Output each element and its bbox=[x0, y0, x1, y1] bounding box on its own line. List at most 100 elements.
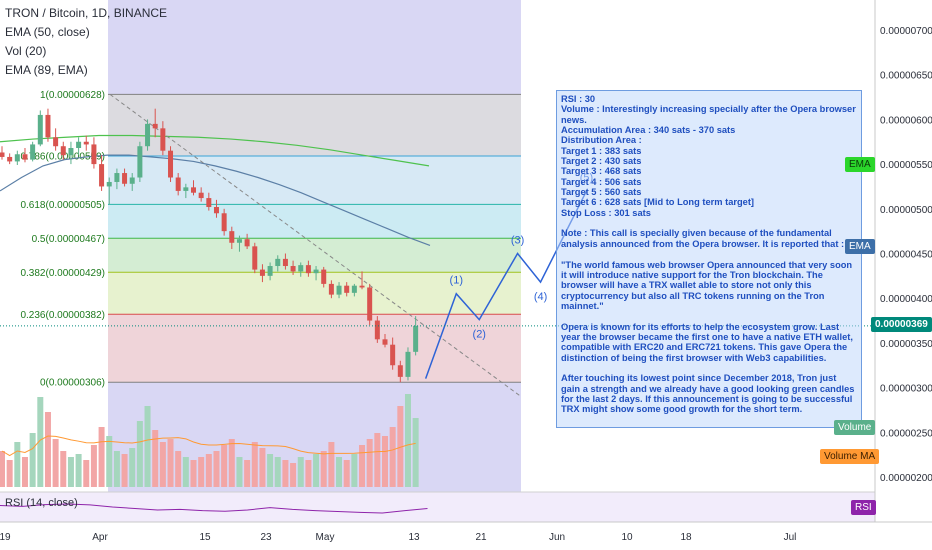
volume-bar bbox=[98, 427, 105, 487]
candle-body bbox=[229, 231, 235, 243]
time-axis-tick: 23 bbox=[260, 532, 272, 543]
symbol-title[interactable]: TRON / Bitcoin, 1D, BINANCE bbox=[5, 6, 168, 20]
fib-band bbox=[108, 94, 521, 157]
note-line: "The world famous web browser Opera anno… bbox=[561, 259, 855, 311]
rsi-line bbox=[0, 503, 428, 514]
candle-body bbox=[244, 239, 250, 247]
volume-bar bbox=[297, 457, 304, 487]
price-axis-tick: 0.00000400 bbox=[880, 294, 932, 305]
candle-body bbox=[60, 146, 66, 156]
volume-bar bbox=[412, 418, 419, 487]
volume-bar bbox=[129, 448, 136, 487]
volume-bar bbox=[190, 460, 197, 487]
volume-bar bbox=[397, 406, 404, 487]
fib-lines bbox=[108, 93, 521, 383]
note-line: Target 3 : 468 sats bbox=[561, 166, 642, 177]
time-axis-tick: Jul bbox=[784, 532, 797, 543]
volume-bar bbox=[75, 454, 82, 487]
ema89-line bbox=[0, 134, 430, 167]
note-line: Target 1 : 383 sats bbox=[561, 145, 642, 156]
indicator-ema50[interactable]: EMA (50, close) bbox=[5, 25, 90, 39]
volume-bar bbox=[259, 448, 266, 487]
volume-bar bbox=[44, 412, 51, 487]
volume-bar bbox=[37, 397, 44, 487]
candle-body bbox=[252, 246, 258, 270]
candle-body bbox=[68, 148, 74, 156]
wave-label: (2) bbox=[473, 329, 486, 341]
note-line: Target 2 : 430 sats bbox=[561, 156, 642, 167]
indicator-ema89[interactable]: EMA (89, EMA) bbox=[5, 63, 88, 77]
price-axis-tick: 0.00000450 bbox=[880, 250, 932, 261]
note-line: Distribution Area : bbox=[561, 135, 642, 146]
candle-body bbox=[290, 266, 296, 272]
volume-bar bbox=[366, 439, 373, 487]
volume-bar bbox=[389, 427, 396, 487]
candle-body bbox=[106, 181, 112, 187]
rsi-label[interactable]: RSI (14, close) bbox=[5, 497, 78, 509]
fib-level-label: 0(0.00000306) bbox=[40, 378, 105, 389]
candle-body bbox=[76, 141, 82, 149]
fib-level-label: 0.236(0.00000382) bbox=[20, 310, 105, 321]
volume-bar bbox=[182, 457, 189, 487]
volume-bar bbox=[251, 442, 258, 487]
volume-bar bbox=[52, 439, 59, 487]
volume-bar bbox=[404, 394, 411, 487]
candle-body bbox=[236, 239, 242, 243]
candle-body bbox=[99, 164, 105, 187]
note-line: Volume : Interestingly increasing specia… bbox=[561, 104, 859, 125]
candle-body bbox=[0, 152, 5, 157]
note-line: Stop Loss : 301 sats bbox=[561, 207, 651, 218]
note-line bbox=[561, 363, 857, 373]
price-axis-tick: 0.00000500 bbox=[880, 205, 932, 216]
candle-body bbox=[91, 144, 97, 165]
price-axis-tick: 0.00000350 bbox=[880, 339, 932, 350]
wave-label: (3) bbox=[511, 235, 524, 247]
note-line: Accumulation Area : 340 sats - 370 sats bbox=[561, 125, 736, 136]
candle-body bbox=[168, 150, 174, 178]
price-axis-tick: 0.00000300 bbox=[880, 384, 932, 395]
candle-body bbox=[336, 285, 342, 295]
fib-level-label: 0.5(0.00000467) bbox=[32, 234, 105, 245]
volume-bar bbox=[236, 457, 243, 487]
analysis-note[interactable]: RSI : 30 Volume : Interestingly increasin… bbox=[556, 90, 862, 428]
note-line: Target 6 : 628 sats [Mid to Long term ta… bbox=[561, 197, 755, 208]
fib-band bbox=[108, 204, 521, 239]
candle-body bbox=[351, 285, 357, 293]
candles bbox=[0, 108, 419, 383]
fib-level-label: 1(0.00000628) bbox=[40, 90, 105, 101]
volume-bar bbox=[6, 460, 13, 487]
time-axis-tick: 18 bbox=[680, 532, 692, 543]
candle-body bbox=[374, 320, 380, 340]
price-axis-tick: 0.00000650 bbox=[880, 71, 932, 82]
time-axis-tick: 10 bbox=[621, 532, 633, 543]
volume-ma-tag: Volume MA bbox=[820, 449, 880, 464]
candle-body bbox=[275, 258, 281, 267]
volume-bar bbox=[313, 454, 320, 487]
candle-body bbox=[7, 156, 13, 162]
volume-bar bbox=[282, 460, 289, 487]
candle-body bbox=[397, 365, 403, 377]
volume-bar bbox=[374, 433, 381, 487]
ema-lines bbox=[0, 134, 431, 247]
volume-bar bbox=[121, 454, 128, 487]
candle-body bbox=[267, 266, 273, 276]
current-price-tag: 0.00000369 bbox=[871, 317, 932, 332]
indicator-volume[interactable]: Vol (20) bbox=[5, 44, 47, 58]
volume-bar bbox=[351, 454, 358, 487]
time-axis-tick: Jun bbox=[549, 532, 565, 543]
candle-body bbox=[129, 177, 135, 184]
candle-body bbox=[152, 123, 158, 129]
candle-body bbox=[321, 269, 327, 284]
note-line: Note : This call is specially given beca… bbox=[561, 228, 845, 249]
price-axis-tick: 0.00000550 bbox=[880, 160, 932, 171]
volume-bar bbox=[90, 445, 97, 487]
volume-bar bbox=[198, 457, 205, 487]
volume-bar bbox=[336, 457, 343, 487]
candle-body bbox=[382, 339, 388, 345]
candle-body bbox=[45, 114, 51, 138]
candle-body bbox=[122, 173, 128, 184]
volume-bar bbox=[0, 451, 5, 487]
price-axis-tick: 0.00000200 bbox=[880, 473, 932, 484]
volume-bar bbox=[228, 439, 235, 487]
